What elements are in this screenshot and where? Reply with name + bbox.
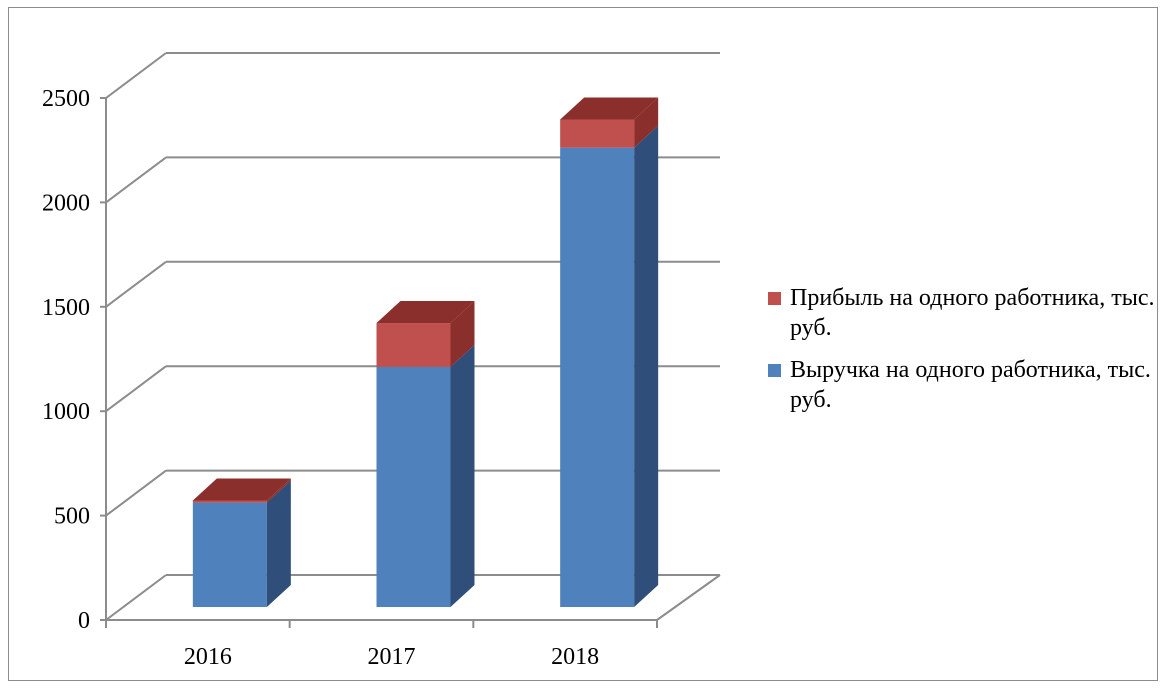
grid-diagonal [105,260,167,308]
bar-top-2018 [560,97,659,120]
grid-diagonal [105,469,167,517]
legend-item-profit: Прибыль на одного работника, тыс. руб. [768,283,1158,343]
grid-diagonal [105,365,167,413]
bar-front-2016-s0 [192,502,267,607]
floor-right-edge [656,574,721,621]
bar-side-2017-s0 [450,344,475,607]
bar-top-2016 [192,478,291,501]
grid-diagonal [105,574,167,621]
bar-front-2016-s1 [192,500,267,503]
bar-front-2017-s0 [376,366,451,607]
y-tick-label: 2000 [42,190,90,216]
legend-swatch-revenue [768,364,781,377]
legend-label-profit: Прибыль на одного работника, тыс. руб. [790,285,1155,341]
chart-legend: Прибыль на одного работника, тыс. руб. В… [768,283,1158,427]
x-tick-label: 2017 [368,644,416,670]
legend-label-revenue: Выручка на одного работника, тыс. руб. [790,357,1151,413]
bar-front-2018-s1 [560,119,635,148]
bar-side-2016-s0 [266,480,291,607]
y-tick-label: 1000 [42,399,90,425]
legend-item-revenue: Выручка на одного работника, тыс. руб. [768,355,1158,415]
bar-side-2018-s0 [634,125,659,607]
y-tick-label: 1500 [42,295,90,321]
bar-side-2017-s1 [450,301,475,367]
x-tick-label: 2018 [551,644,599,670]
bar-side-2018-s1 [634,97,659,148]
grid-diagonal [105,52,167,99]
bar-top-2017 [376,301,475,324]
y-tick-label: 2500 [42,86,90,112]
x-tick-label: 2016 [184,644,232,670]
bar-side-2016-s1 [266,478,291,503]
bar-front-2018-s0 [560,147,635,607]
legend-swatch-profit [768,292,781,305]
bar-front-2017-s1 [376,323,451,367]
y-tick-label: 0 [78,608,90,634]
y-tick-label: 500 [54,504,90,530]
grid-diagonal [105,156,167,204]
